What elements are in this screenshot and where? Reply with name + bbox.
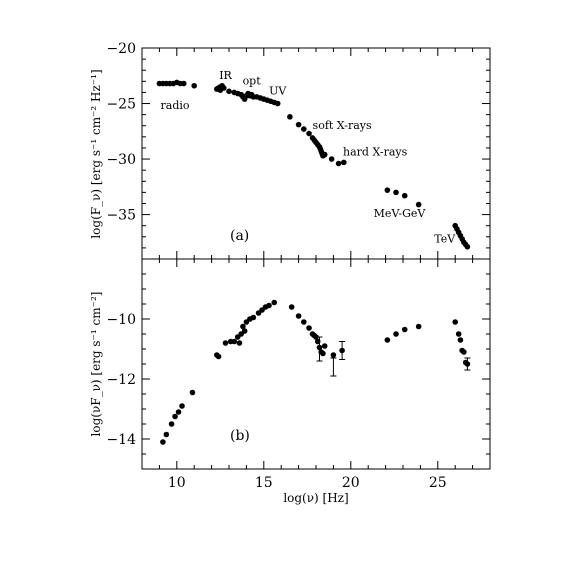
panel-a-data-point <box>415 201 422 208</box>
panel-b-data-point <box>236 340 243 346</box>
panel-b-data-point <box>321 343 328 349</box>
panel-b-data-point <box>189 389 196 396</box>
panel-a-data-point <box>341 159 347 166</box>
panel-a-data-point <box>464 243 471 250</box>
band-label-hard-x-rays: hard X-rays <box>343 146 408 159</box>
band-label-mev-gev: MeV-GeV <box>374 207 427 220</box>
panel-b-data-point <box>301 319 307 325</box>
panel-a-data-point <box>321 151 328 158</box>
panel-a-data-point <box>401 192 408 199</box>
panel-a: −20 −25 −30 −35 radio IR opt UV soft X-rays hard… <box>89 41 491 260</box>
band-label-uv: UV <box>269 85 287 98</box>
panel-a-data-point <box>274 100 281 107</box>
panel-b-ytick-label: −12 <box>106 372 136 388</box>
panel-b-data-point <box>320 350 326 357</box>
panel-b-data-point <box>175 409 182 415</box>
panel-b-data-point <box>288 304 295 310</box>
panel-a-data-point <box>226 88 232 95</box>
panel-b-ylabel: log(νF_ν) [erg s⁻¹ cm⁻²] <box>89 292 103 437</box>
panel-a-data-point <box>393 189 399 196</box>
panel-b-ticks <box>141 258 491 470</box>
panel-b-data-point <box>452 319 459 325</box>
xtick-label: 10 <box>168 475 186 491</box>
panel-a-ytick-label: −20 <box>106 41 136 57</box>
panel-b-data-point <box>306 325 312 331</box>
panel-a-label: (a) <box>230 228 249 244</box>
panel-a-ytick-label: −25 <box>106 97 136 113</box>
panel-a-annotations: radio IR opt UV soft X-rays hard X-rays MeV-Ge… <box>161 69 457 245</box>
panel-b-data-point <box>316 344 323 351</box>
panel-b-data-point <box>222 340 229 346</box>
panel-a-data-point <box>384 187 391 193</box>
panel-a-tick-labels: −20 −25 −30 −35 <box>106 41 136 224</box>
xtick-label: 15 <box>255 475 273 491</box>
panel-a-data-point <box>287 114 293 120</box>
panel-b-label: (b) <box>230 428 250 444</box>
panel-b-ytick-label: −14 <box>106 432 136 448</box>
panel-a-data-point <box>191 82 197 89</box>
panel-b-data-point <box>231 338 238 345</box>
x-axis-label: log(ν) [Hz] <box>283 491 348 505</box>
panel-b-data-point <box>215 353 222 360</box>
panel-b-data-point <box>384 337 391 343</box>
panel-a-points <box>156 79 471 250</box>
panel-b-data-point <box>160 439 166 445</box>
panel-a-ytick-label: −35 <box>106 208 136 224</box>
panel-b-data-point <box>464 361 471 367</box>
panel-a-ytick-label: −30 <box>106 152 136 168</box>
panel-a-ticks <box>141 47 491 260</box>
panel-b-data-point <box>241 328 248 334</box>
panel-a-data-point <box>301 126 307 132</box>
panel-a-data-point <box>306 130 312 137</box>
band-label-opt: opt <box>243 75 262 88</box>
band-label-soft-x-rays: soft X-rays <box>313 119 372 132</box>
panel-a-data-point <box>328 156 335 162</box>
panel-a-frame <box>141 47 491 260</box>
panel-b-data-point <box>179 403 185 409</box>
panel-a-data-point <box>295 121 302 128</box>
panel-a-data-point <box>335 160 342 167</box>
band-label-radio: radio <box>161 99 190 112</box>
panel-a-ylabel: log(F_ν) [erg s⁻¹ cm⁻² Hz⁻¹] <box>89 69 103 238</box>
panel-b-frame <box>141 258 491 470</box>
panel-b-data-point <box>415 323 422 330</box>
panel-a-data-point <box>180 80 187 87</box>
xtick-label: 25 <box>429 475 447 491</box>
panel-b-ytick-label: −10 <box>106 312 136 328</box>
panel-a-data-point <box>217 87 224 93</box>
panel-b-data-point <box>393 331 399 337</box>
panel-b-data-point <box>266 302 272 309</box>
panel-b-data-point <box>295 313 302 319</box>
panel-b-data-point <box>313 334 319 340</box>
panel-b-data-point <box>339 347 345 354</box>
panel-b-data-point <box>401 326 408 333</box>
panel-b-data-point <box>457 337 464 343</box>
panel-b-data-point <box>461 349 467 355</box>
panel-b-data-point <box>250 314 257 321</box>
panel-b-data-point <box>163 431 170 438</box>
panel-b-data-point <box>455 331 462 337</box>
band-label-ir: IR <box>219 69 232 82</box>
panel-b-tick-labels: −10 −12 −14 10 15 20 25 <box>106 312 446 491</box>
xtick-label: 20 <box>342 475 360 491</box>
panel-b-data-point <box>314 338 321 345</box>
panel-b-data-point <box>330 352 337 358</box>
panel-b-data-point <box>172 413 178 420</box>
panel-b-data-point <box>240 323 246 330</box>
band-label-tev: TeV <box>434 232 456 245</box>
panel-b: −10 −12 −14 10 15 20 25 (b) log(νF_ν) [erg s⁻¹… <box>89 258 491 505</box>
panel-b-points <box>160 299 471 445</box>
panel-b-error-bars <box>316 336 471 377</box>
panel-b-data-point <box>168 421 175 427</box>
panel-b-data-point <box>271 299 278 306</box>
